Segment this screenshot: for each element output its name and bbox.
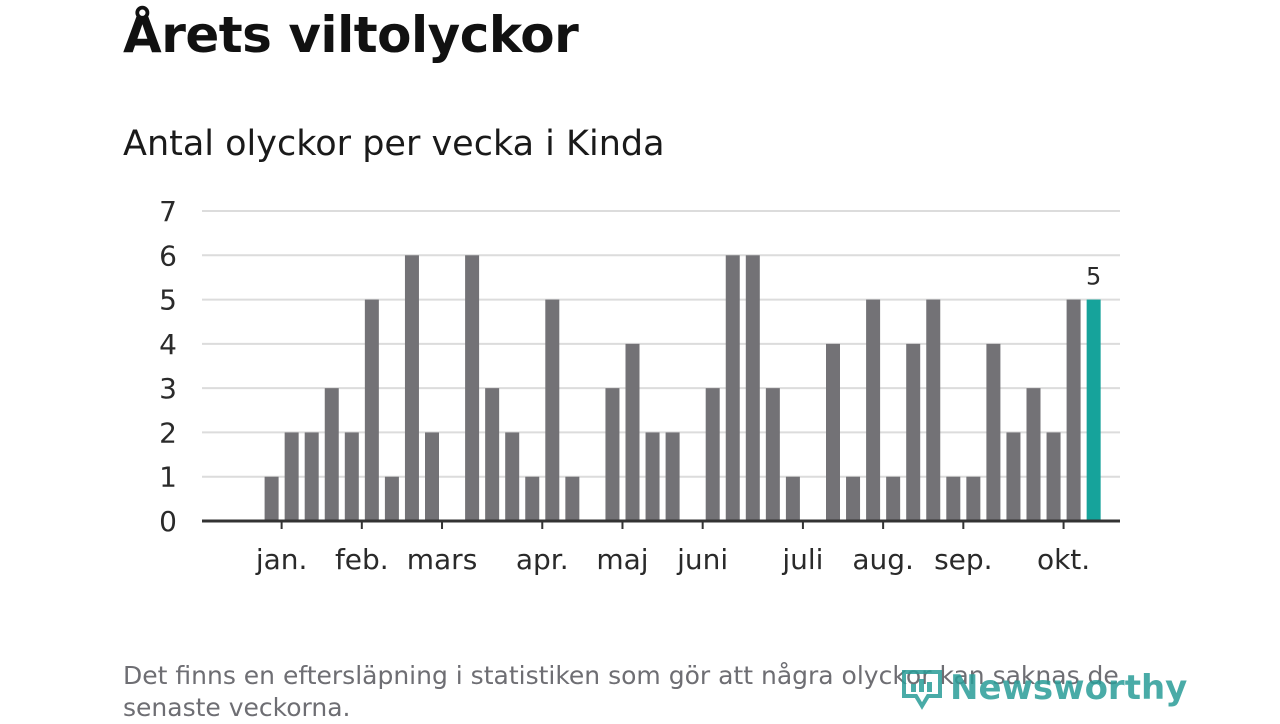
bar [986, 343, 1001, 521]
newsworthy-logo: Newsworthy [900, 666, 1187, 710]
y-tick-label: 3 [159, 372, 177, 405]
y-tick-label: 4 [159, 328, 177, 361]
bar [645, 432, 660, 521]
logo-text: Newsworthy [950, 668, 1188, 708]
bar [264, 476, 279, 521]
annotations: 5 [1086, 263, 1101, 291]
y-tick-label: 7 [159, 195, 177, 228]
bar [344, 432, 359, 521]
bar [465, 255, 480, 522]
bar [605, 388, 620, 521]
bar [304, 432, 319, 521]
x-tick-label: apr. [516, 543, 569, 576]
bar [846, 476, 861, 521]
y-tick-label: 5 [159, 284, 177, 317]
bar [324, 388, 339, 521]
chart-subtitle: Antal olyckor per vecka i Kinda [123, 124, 665, 164]
bar [545, 299, 560, 521]
newsworthy-logo-icon [902, 670, 942, 710]
bar [525, 476, 540, 521]
y-tick-label: 0 [159, 505, 177, 538]
bar [966, 476, 981, 521]
bar [505, 432, 520, 521]
x-tick-label: maj [596, 543, 648, 576]
bar [425, 432, 439, 521]
bar-highlight [1086, 299, 1101, 521]
bar [384, 476, 399, 521]
y-tick-label: 1 [159, 461, 177, 494]
bars [264, 255, 1101, 522]
bar [745, 255, 760, 522]
bar [625, 343, 640, 521]
bar [1066, 299, 1081, 521]
footnote: Det finns en eftersläpning i statistiken… [123, 661, 1119, 722]
x-tick-label: jan. [255, 543, 308, 576]
bar [665, 432, 680, 521]
bar [404, 255, 419, 522]
bar [1026, 388, 1041, 521]
bar [705, 388, 720, 521]
bar [946, 476, 961, 521]
x-tick-label: sep. [934, 543, 993, 576]
bar [886, 476, 901, 521]
bar [284, 432, 299, 521]
x-tick-label: okt. [1037, 543, 1090, 576]
bar [926, 299, 941, 521]
chart-title: Årets viltolyckor [123, 6, 579, 64]
bar [866, 299, 881, 521]
bar [906, 343, 921, 521]
bar [364, 299, 379, 521]
bar [725, 255, 740, 522]
x-tick-label: juni [676, 543, 728, 576]
x-tick-label: feb. [335, 543, 389, 576]
bar-chart: 0 1 2 3 4 5 6 7 jan. feb. mars apr. maj juni juli aug.… [159, 195, 1120, 576]
x-axis [202, 519, 1120, 529]
bar [485, 388, 500, 521]
x-tick-label: mars [407, 543, 478, 576]
y-axis-ticks: 0 1 2 3 4 5 6 7 [159, 195, 177, 538]
y-tick-label: 2 [159, 416, 177, 449]
x-tick-label: aug. [852, 543, 914, 576]
highlight-value-label: 5 [1086, 263, 1101, 291]
bar [1006, 432, 1021, 521]
bar [565, 476, 580, 521]
bar [1046, 432, 1061, 521]
x-tick-label: juli [781, 543, 823, 576]
bar [826, 343, 840, 521]
bar [765, 388, 780, 521]
y-tick-label: 6 [159, 239, 177, 272]
bar [785, 476, 800, 521]
x-axis-labels: jan. feb. mars apr. maj juni juli aug. sep. okt. [255, 543, 1090, 576]
grid-lines [202, 210, 1120, 478]
